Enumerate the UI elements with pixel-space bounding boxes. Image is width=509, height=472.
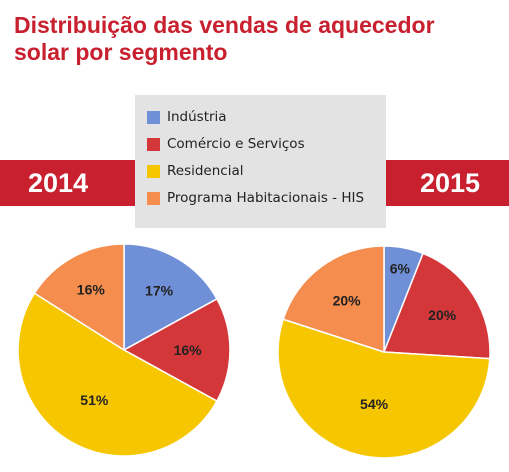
pie-slice-2015-comercio (382, 252, 491, 360)
legend: Indústria Comércio e Serviços Residencia… (135, 95, 386, 228)
legend-swatch-programa (147, 191, 160, 205)
legend-swatch-industria (147, 110, 160, 124)
pie-label-2015-programa: 20% (333, 293, 362, 309)
pie-label-2014-comercio: 16% (174, 342, 203, 358)
pie-label-2015-residencial: 54% (360, 396, 389, 412)
pie-slice-2015-programa (282, 245, 385, 354)
year-label-2015: 2015 (420, 168, 481, 198)
pie-label-2015-industria: 6% (390, 261, 411, 277)
pie-chart-2015: 6% 20% 54% 20% (277, 245, 491, 459)
pie-slice-2015-residencial (277, 318, 491, 459)
legend-label-comercio: Comércio e Serviços (167, 136, 305, 152)
pie-label-2014-industria: 17% (145, 283, 174, 299)
legend-item-industria: Indústria (147, 107, 227, 127)
pie-slice-2014-residencial (17, 292, 218, 457)
legend-item-comercio: Comércio e Serviços (147, 134, 305, 154)
pie-slice-2014-programa (33, 243, 125, 352)
pie-label-2014-residencial: 51% (80, 392, 109, 408)
pie-label-2015-comercio: 20% (428, 307, 457, 323)
legend-label-programa: Programa Habitacionais - HIS (167, 190, 365, 206)
legend-item-programa: Programa Habitacionais - HIS (147, 188, 364, 208)
pie-slice-2014-industria (123, 243, 218, 352)
year-band-2015 (372, 160, 509, 206)
legend-label-residencial: Residencial (167, 163, 244, 179)
year-label-2014: 2014 (28, 168, 89, 198)
pie-chart-2014: 17% 16% 51% 16% (17, 243, 231, 457)
chart-title: Distribuição das vendas de aquecedor sol… (14, 12, 435, 65)
pie-slice-2014-comercio (122, 297, 231, 403)
legend-swatch-comercio (147, 137, 160, 151)
legend-label-industria: Indústria (167, 109, 227, 125)
year-band-2014 (0, 160, 148, 206)
legend-item-residencial: Residencial (147, 161, 244, 181)
legend-swatch-residencial (147, 164, 160, 178)
pie-label-2014-programa: 16% (77, 282, 106, 298)
